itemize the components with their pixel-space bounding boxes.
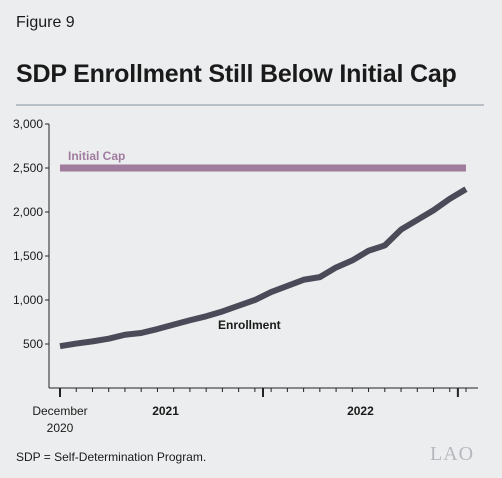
figure-label: Figure 9 — [16, 14, 75, 31]
enrollment-line — [59, 186, 468, 350]
x-tick-label: 2021 — [152, 404, 179, 418]
footnote: SDP = Self-Determination Program. — [16, 450, 207, 464]
y-tick-label: 500 — [23, 337, 43, 351]
initial-cap-label: Initial Cap — [68, 149, 125, 163]
title-divider — [16, 104, 484, 106]
y-tick-label: 2,500 — [13, 161, 43, 175]
x-tick-label: 2022 — [347, 404, 374, 418]
enrollment-label: Enrollment — [218, 318, 281, 332]
x-tick-label: December — [32, 404, 87, 418]
y-tick-label: 3,000 — [13, 117, 43, 131]
chart-title: SDP Enrollment Still Below Initial Cap — [16, 60, 457, 88]
y-tick-label: 1,500 — [13, 249, 43, 263]
lao-logo: LAO — [430, 443, 475, 465]
y-tick-label: 1,000 — [13, 293, 43, 307]
y-tick-label: 2,000 — [13, 205, 43, 219]
x-tick-label-line2: 2020 — [47, 421, 74, 435]
